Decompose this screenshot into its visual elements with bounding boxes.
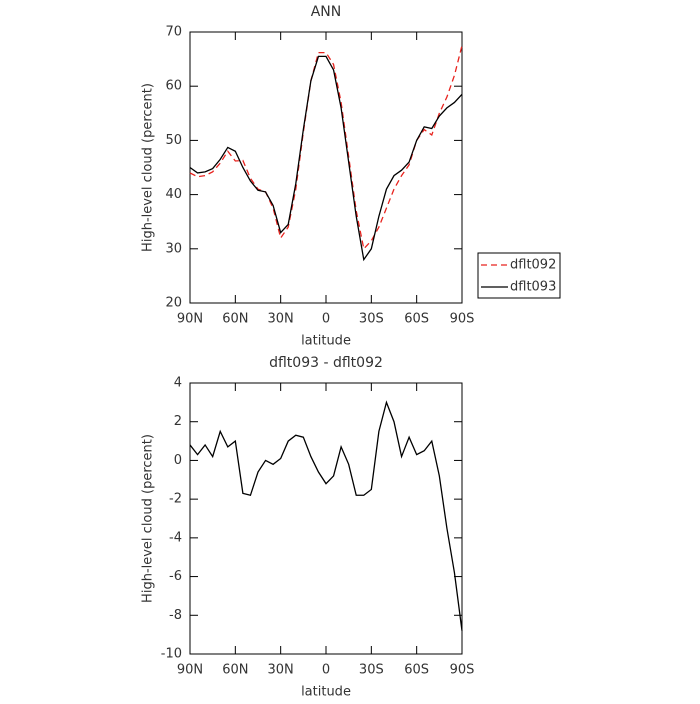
- x-tick-label: 30N: [268, 312, 294, 327]
- y-axis-label: High-level cloud (percent): [141, 83, 156, 252]
- chart-title: dflt093 - dflt092: [269, 355, 383, 371]
- x-tick-label: 30S: [359, 312, 384, 327]
- legend-box: [477, 252, 561, 299]
- plot-frame: [189, 382, 463, 655]
- x-tick-label: 30N: [268, 663, 294, 678]
- data-line: [189, 45, 463, 251]
- y-tick-label: -4: [169, 530, 182, 545]
- y-tick-label: 4: [174, 376, 182, 391]
- x-tick-label: 90N: [177, 312, 203, 327]
- x-tick-label: 30S: [359, 663, 384, 678]
- y-tick-label: -10: [161, 647, 182, 662]
- x-tick-label: 90S: [450, 663, 475, 678]
- x-tick-label: 60N: [222, 663, 248, 678]
- y-tick-label: 20: [165, 296, 182, 311]
- x-tick-label: 60S: [404, 663, 429, 678]
- y-axis-label: High-level cloud (percent): [141, 434, 156, 603]
- plot: dflt093 - dflt092 latitude High-level clou…: [141, 355, 475, 700]
- legend-label: dflt093: [510, 280, 556, 295]
- chart-title: ANN: [311, 4, 342, 20]
- x-axis-label: latitude: [301, 685, 351, 700]
- x-axis-label: latitude: [301, 334, 351, 349]
- y-tick-label: -2: [169, 492, 182, 507]
- y-tick-label: -6: [169, 569, 182, 584]
- data-line: [189, 400, 463, 631]
- plot-frame: [189, 31, 463, 304]
- x-tick-label: 0: [322, 312, 330, 327]
- legend-label: dflt092: [510, 258, 556, 273]
- y-tick-label: 50: [165, 133, 182, 148]
- plot: ANN latitude High-level cloud (percent) 20 3…: [141, 4, 561, 349]
- x-tick-label: 90S: [450, 312, 475, 327]
- y-tick-label: -8: [169, 608, 182, 623]
- y-tick-label: 30: [165, 241, 182, 256]
- y-tick-label: 70: [165, 25, 182, 40]
- y-tick-label: 60: [165, 79, 182, 94]
- data-line: [189, 55, 463, 262]
- x-tick-label: 90N: [177, 663, 203, 678]
- y-tick-label: 0: [174, 453, 182, 468]
- x-tick-label: 0: [322, 663, 330, 678]
- x-tick-label: 60N: [222, 312, 248, 327]
- x-tick-label: 60S: [404, 312, 429, 327]
- y-tick-label: 40: [165, 187, 182, 202]
- y-tick-label: 2: [174, 414, 182, 429]
